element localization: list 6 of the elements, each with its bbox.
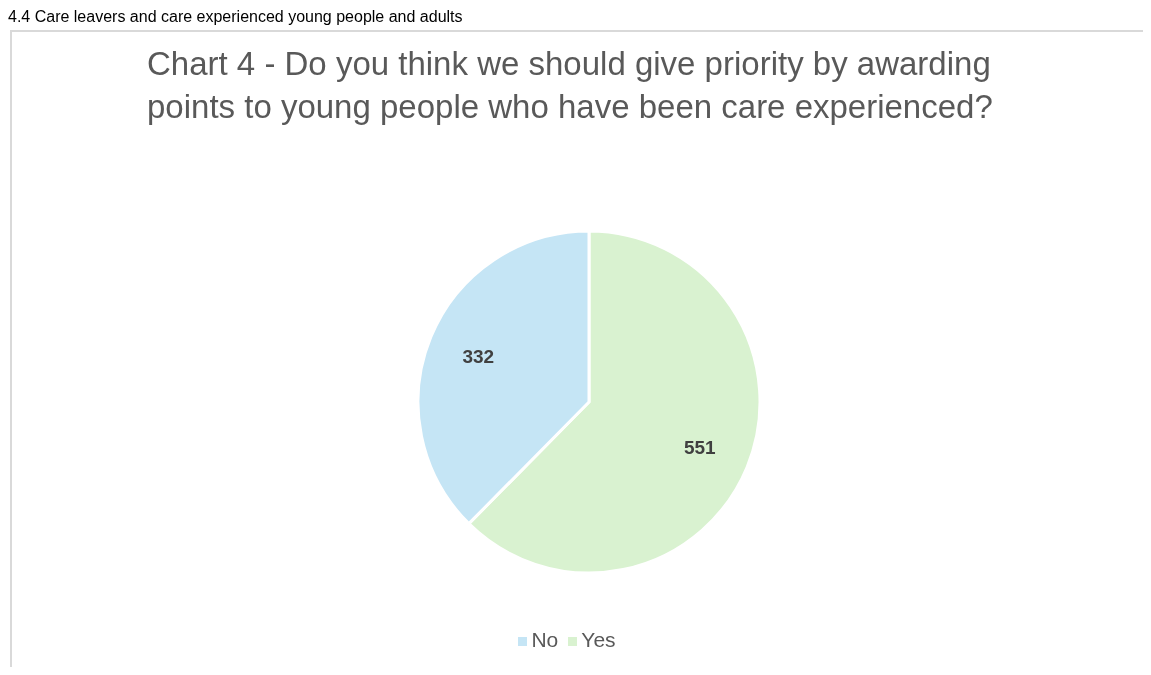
legend-label: Yes [581,628,616,651]
data-label: 332 [462,346,495,368]
text: 4.4 Care leavers and care experienced young people and adults [8,8,464,27]
legend-label: No [531,628,559,651]
chart-title: Chart 4 - Do you think we should give priority by awarding points to young people who have been care experienced? [147,44,994,127]
data-label: 551 [683,436,717,458]
